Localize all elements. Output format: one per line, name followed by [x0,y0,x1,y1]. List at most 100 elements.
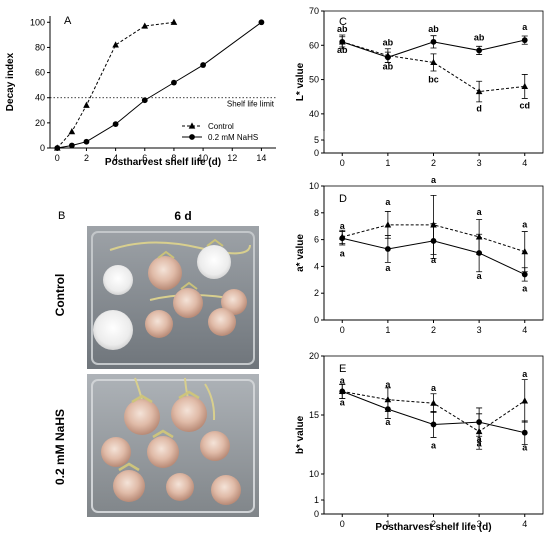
data-point-0 [112,41,119,48]
y-tick-label: 4 [314,261,319,271]
y-tick-label: 0 [40,143,45,153]
legend-marker [188,122,196,129]
y-tick-label: 20 [35,118,45,128]
data-point-1 [384,406,391,412]
significance-label-0: a [431,383,437,393]
significance-label-1: a [385,417,391,427]
significance-label-1: a [431,440,437,450]
significance-label-0: a [477,439,483,449]
data-point-0 [430,58,437,66]
significance-label-1: a [385,263,391,273]
data-point-0 [68,128,76,135]
data-point-1 [83,138,90,145]
significance-label-1: a [477,271,483,281]
significance-label-1: a [522,443,528,453]
significance-label-1: a [431,255,437,265]
panel-letter-e: E [339,363,346,375]
y-axis-label: L* value [295,62,306,101]
data-point-1 [339,388,346,395]
data-point-0 [521,248,529,255]
x-tick-label: 1 [385,158,390,168]
y-tick-label: 0 [314,509,319,519]
significance-label-0: a [340,221,346,231]
data-point-1 [430,421,437,428]
legend-label: 0.2 mM NaHS [208,133,258,142]
data-point-1 [384,246,391,252]
y-tick-label: 10 [309,469,319,479]
y-tick-label: 40 [309,109,319,119]
data-point-1 [171,79,177,86]
x-tick-label: 2 [431,519,436,529]
significance-label-0: a [340,375,346,385]
data-point-1 [430,38,437,45]
data-point-0 [430,399,437,406]
row-label-nahs: 0.2 mM NaHS [53,409,67,485]
data-point-1 [68,142,75,149]
data-point-1 [476,250,483,256]
chart-e-b-value: E 0 1 10 15 20 0 1 2 3 4 b* value Postharvest shelf… [295,351,544,533]
x-tick-label: 4 [522,519,527,529]
data-point-1 [339,38,346,45]
data-point-0 [521,82,529,90]
data-point-1 [521,37,528,44]
data-point-0 [384,221,392,228]
panel-letter-c: C [339,16,347,28]
y-tick-label: 80 [35,42,45,52]
y-tick-label: 6 [314,235,319,245]
y-axis-label: Decay index [5,52,16,111]
y-tick-label: 10 [309,181,319,191]
y-tick-label: 5 [314,135,319,145]
x-tick-label: 2 [431,325,436,335]
x-tick-label: 3 [477,325,482,335]
y-tick-label: 40 [35,93,45,103]
significance-label-0: cd [519,100,530,110]
x-tick-label: 0 [340,158,345,168]
x-tick-label: 4 [522,325,527,335]
x-tick-label: 2 [431,158,436,168]
x-tick-label: 2 [84,153,89,163]
photo-nahs [87,374,259,517]
y-tick-label: 20 [309,351,319,361]
significance-label-0: a [431,175,437,185]
panel-b: B 6 d Control 0.2 mM NaHS [53,209,259,517]
shelf-life-limit-label: Shelf life limit [227,100,275,109]
x-tick-label: 0 [340,325,345,335]
x-tick-label: 12 [227,153,237,163]
x-tick-label: 1 [385,519,390,529]
x-tick-label: 3 [477,158,482,168]
y-tick-label: 2 [314,288,319,298]
data-point-1 [339,235,346,242]
y-tick-label: 15 [309,410,319,420]
significance-label-1: a [522,283,528,293]
data-point-1 [200,62,206,68]
y-tick-label: 0 [314,315,319,325]
x-axis-label: Postharvest shelf life (d) [375,522,491,533]
significance-label-0: bc [428,74,439,84]
y-tick-label: 50 [309,75,319,85]
significance-label-1: a [340,248,346,258]
x-tick-label: 1 [385,325,390,335]
panel-letter-b: B [58,210,65,222]
x-axis-label: Postharvest shelf life (d) [105,157,221,168]
y-axis-label: a* value [295,234,306,272]
x-tick-label: 0 [55,153,60,163]
legend-marker [189,134,195,140]
y-tick-label: 1 [314,495,319,505]
legend-label: Control [208,122,234,131]
data-point-1 [54,145,61,151]
x-tick-label: 8 [171,153,176,163]
significance-label-0: d [476,104,482,114]
panel-letter-a: A [64,15,72,27]
data-point-1 [430,238,437,244]
significance-label-0: ab [337,24,348,34]
y-tick-label: 70 [309,6,319,16]
significance-label-0: a [385,197,391,207]
significance-label-0: a [477,207,483,217]
significance-label-1: ab [337,45,348,55]
chart-a-decay-index: A 0 2 4 6 8 10 12 14 0 20 40 60 80 100 Postharvest she… [5,15,276,168]
data-point-0 [83,101,90,108]
data-point-1 [384,54,391,61]
significance-label-1: a [477,434,483,444]
data-point-0 [521,397,529,404]
